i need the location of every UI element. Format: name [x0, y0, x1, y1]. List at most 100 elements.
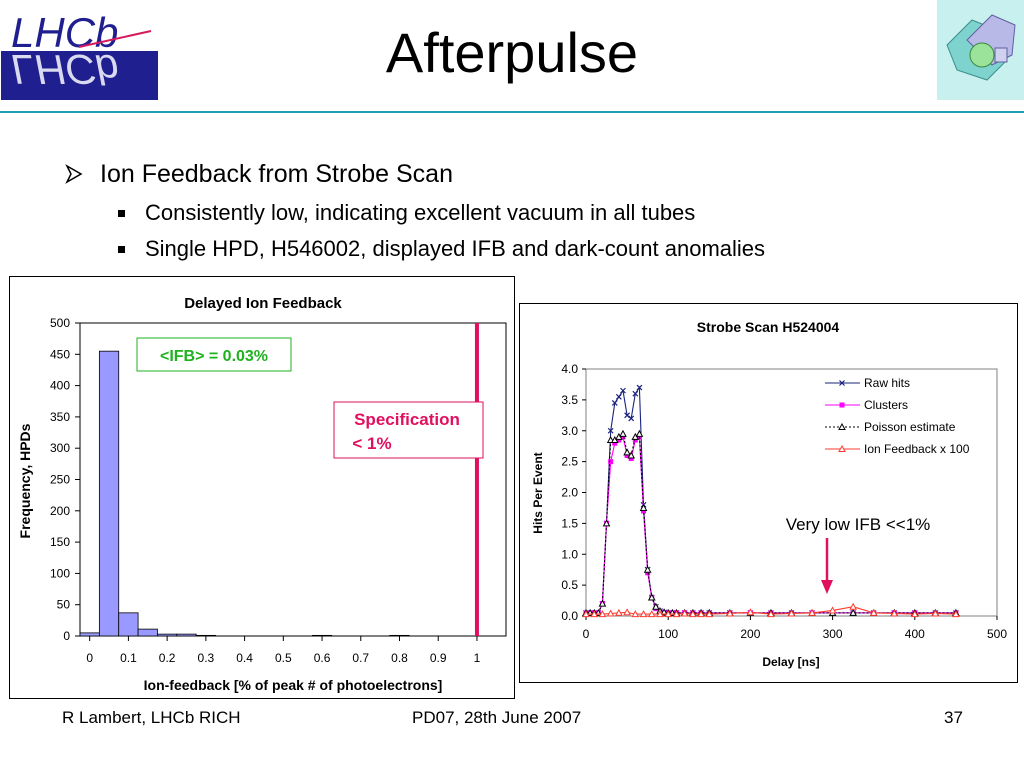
hist-ytick-label: 450: [50, 347, 70, 361]
svg-text:LHCb: LHCb: [11, 46, 118, 93]
data-point: [890, 609, 899, 617]
hist-ytick-label: 350: [50, 410, 70, 424]
data-point: [931, 609, 940, 617]
hist-ytick-label: 200: [50, 504, 70, 518]
slide-title: Afterpulse: [385, 21, 639, 84]
data-point: [632, 390, 639, 397]
hist-xtick-label: 0.3: [198, 651, 215, 665]
data-point: [639, 503, 648, 511]
spec-label-line2: < 1%: [352, 434, 391, 453]
data-point: [680, 609, 689, 617]
data-point: [636, 384, 643, 391]
data-point: [838, 422, 846, 430]
legend-label: Poisson estimate: [864, 420, 956, 434]
data-point: [849, 608, 857, 616]
hist-xtick-label: 0.8: [391, 651, 408, 665]
strobe-scan-frame: Strobe Scan H524004 Hits Per Event Delay…: [519, 303, 1018, 683]
line-ytick-label: 0.0: [561, 609, 578, 623]
line-ytick-label: 4.0: [561, 362, 578, 376]
line-title: Strobe Scan H524004: [697, 319, 840, 335]
hist-ytick-label: 400: [50, 379, 70, 393]
hist-xtick-label: 1: [474, 651, 481, 665]
data-point: [623, 608, 631, 616]
data-point: [627, 451, 636, 459]
data-point: [624, 452, 630, 458]
data-point: [689, 610, 697, 618]
square-bullet-icon: [118, 210, 125, 217]
data-point: [623, 448, 631, 456]
hist-xtick-label: 0.4: [236, 651, 253, 665]
hist-ytick-label: 500: [50, 316, 70, 330]
hist-xtick-label: 0.7: [352, 651, 369, 665]
data-point: [767, 610, 775, 618]
footer-author: R Lambert, LHCb RICH: [62, 708, 241, 727]
hist-bar: [311, 634, 333, 637]
line-ytick-label: 2.0: [561, 486, 578, 500]
data-point: [606, 609, 615, 617]
detector-logo: [937, 0, 1024, 100]
data-point: [647, 610, 656, 618]
spec-callout: Specification < 1%: [333, 401, 484, 459]
ifb-histogram-frame: Delayed Ion Feedback Frequency, HPDs Ion…: [9, 276, 515, 699]
hist-ytick-label: 0: [63, 629, 70, 643]
title-divider: [0, 111, 1024, 113]
hist-xtick-label: 0.6: [314, 651, 331, 665]
data-point: [628, 415, 635, 422]
line-plot-area: [585, 368, 998, 617]
legend-label: Clusters: [864, 398, 908, 412]
line-ytick-label: 0.5: [561, 578, 578, 592]
ifb-histogram: Delayed Ion Feedback Frequency, HPDs Ion…: [17, 295, 507, 693]
data-point: [828, 606, 837, 614]
hist-xtick-label: 0.5: [275, 651, 292, 665]
data-point: [808, 608, 816, 616]
data-point: [656, 610, 664, 618]
data-point: [616, 437, 622, 443]
hist-ytick-label: 300: [50, 441, 70, 455]
data-point: [647, 593, 656, 601]
data-point: [612, 440, 618, 446]
legend-label: Ion Feedback x 100: [864, 442, 970, 456]
hist-ytick-label: 250: [50, 473, 70, 487]
data-point: [643, 565, 652, 573]
arrow-bullet-icon: [64, 158, 86, 190]
bullet-main-text: Ion Feedback from Strobe Scan: [100, 160, 453, 188]
data-point: [839, 402, 845, 408]
line-ytick-label: 1.0: [561, 547, 578, 561]
data-point: [641, 508, 647, 514]
square-bullet-icon: [118, 246, 125, 253]
ifb-mean-callout: <IFB> = 0.03%: [136, 337, 292, 372]
hist-xtick-label: 0.9: [430, 651, 447, 665]
hist-xtick-label: 0.2: [159, 651, 176, 665]
hist-bar: [157, 633, 178, 637]
hist-ylabel: Frequency, HPDs: [17, 423, 33, 538]
data-point: [628, 456, 634, 462]
data-point: [611, 400, 618, 406]
data-point: [635, 429, 644, 437]
lhcb-logo: LHCb LHCb: [1, 1, 158, 100]
data-point: [869, 608, 878, 616]
hist-ytick-label: 50: [57, 598, 71, 612]
hist-bar: [79, 632, 100, 637]
data-point: [615, 393, 622, 400]
hist-ytick-label: 100: [50, 566, 70, 580]
line-xtick-label: 200: [740, 627, 760, 641]
strobe-scan-chart: Strobe Scan H524004 Hits Per Event Delay…: [531, 319, 1007, 669]
data-point: [582, 610, 590, 618]
hist-title: Delayed Ion Feedback: [184, 295, 342, 312]
hist-xlabel: Ion-feedback [% of peak # of photoelectr…: [144, 677, 443, 693]
hist-bar: [118, 612, 139, 637]
data-point: [787, 609, 796, 617]
data-point: [746, 608, 755, 616]
logo-wordmark: LHCb: [11, 9, 118, 56]
very-low-ifb-label: Very low IFB <<1%: [786, 515, 931, 534]
data-point: [664, 610, 673, 618]
data-point: [660, 608, 668, 616]
data-point: [619, 429, 627, 437]
data-point: [636, 434, 642, 440]
line-xtick-label: 300: [823, 627, 843, 641]
hist-ytick-label: 150: [50, 535, 70, 549]
data-point: [624, 412, 631, 419]
line-ylabel: Hits Per Event: [531, 452, 545, 533]
spec-label-line1: Specification: [354, 410, 460, 429]
hist-bar: [98, 350, 120, 637]
